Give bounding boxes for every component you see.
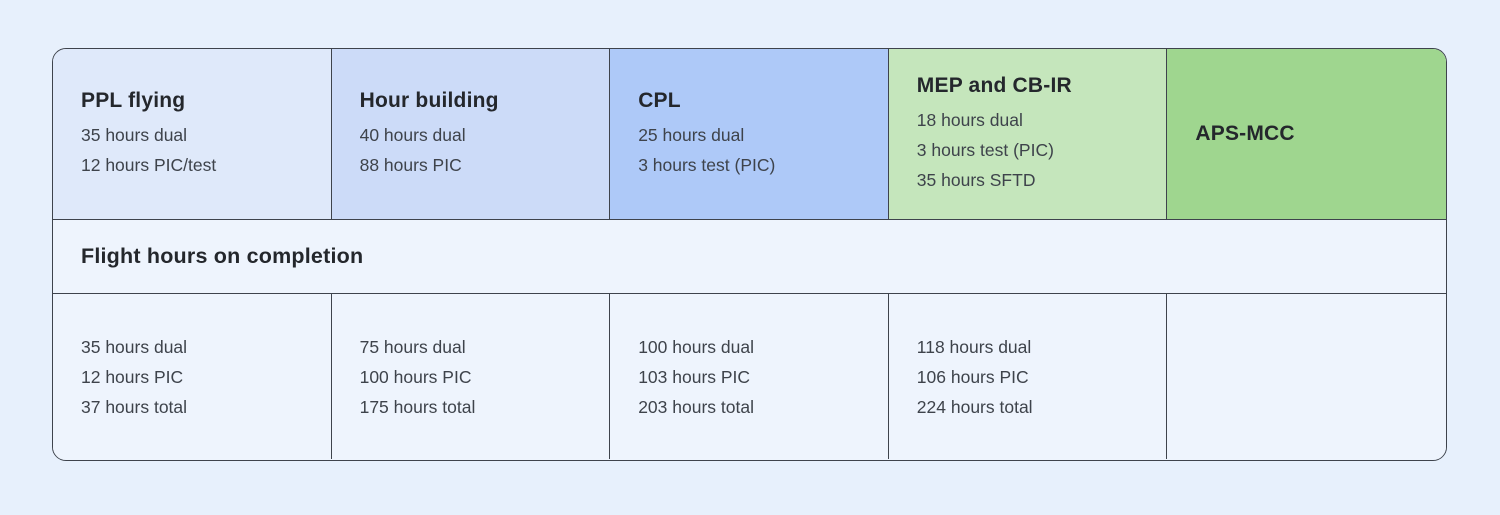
stage-detail: 35 hours dual: [81, 124, 188, 145]
stage-cell-mep-cbir: MEP and CB-IR 18 hours dual 3 hours test…: [888, 49, 1168, 219]
stage-title: Hour building: [359, 88, 499, 112]
completion-detail: 203 hours total: [638, 396, 754, 417]
stage-detail: 3 hours test (PIC): [916, 139, 1054, 160]
stage-detail: 35 hours SFTD: [916, 169, 1036, 190]
completion-detail: 103 hours PIC: [638, 366, 751, 387]
completion-detail: 35 hours dual: [81, 336, 188, 357]
stage-title: PPL flying: [81, 88, 186, 112]
completion-detail: 118 hours dual: [916, 336, 1032, 357]
completion-detail: 12 hours PIC: [81, 366, 184, 387]
stage-detail: 88 hours PIC: [359, 154, 462, 175]
completion-cell-hour-building: 75 hours dual 100 hours PIC 175 hours to…: [331, 294, 611, 459]
stage-cell-ppl-flying: PPL flying 35 hours dual 12 hours PIC/te…: [53, 49, 332, 219]
completion-detail: 224 hours total: [916, 396, 1033, 417]
section-label-row: Flight hours on completion: [53, 220, 1446, 294]
stage-cell-cpl: CPL 25 hours dual 3 hours test (PIC): [610, 49, 889, 219]
completion-row: 35 hours dual 12 hours PIC 37 hours tota…: [53, 294, 1446, 459]
stage-detail: 25 hours dual: [638, 124, 745, 145]
training-stages-table: PPL flying 35 hours dual 12 hours PIC/te…: [52, 48, 1447, 461]
completion-cell-aps-mcc: [1167, 294, 1446, 459]
stage-cell-hour-building: Hour building 40 hours dual 88 hours PIC: [331, 49, 611, 219]
stage-cell-aps-mcc: APS-MCC: [1167, 49, 1446, 219]
completion-cell-ppl-flying: 35 hours dual 12 hours PIC 37 hours tota…: [53, 294, 332, 459]
stage-title: APS-MCC: [1195, 122, 1295, 145]
completion-detail: 175 hours total: [359, 396, 476, 417]
stage-title: CPL: [638, 88, 681, 112]
completion-detail: 75 hours dual: [359, 336, 466, 357]
stage-detail: 12 hours PIC/test: [81, 154, 217, 175]
completion-detail: 100 hours PIC: [359, 366, 472, 387]
stage-detail: 18 hours dual: [916, 109, 1023, 130]
completion-cell-cpl: 100 hours dual 103 hours PIC 203 hours t…: [610, 294, 889, 459]
stage-header-row: PPL flying 35 hours dual 12 hours PIC/te…: [53, 49, 1446, 220]
completion-detail: 100 hours dual: [638, 336, 754, 357]
stage-title: MEP and CB-IR: [916, 73, 1072, 97]
completion-cell-mep-cbir: 118 hours dual 106 hours PIC 224 hours t…: [888, 294, 1168, 459]
completion-detail: 37 hours total: [81, 396, 188, 417]
stage-detail: 3 hours test (PIC): [638, 154, 776, 175]
completion-detail: 106 hours PIC: [916, 366, 1029, 387]
stage-detail: 40 hours dual: [359, 124, 466, 145]
section-label: Flight hours on completion: [81, 244, 364, 268]
